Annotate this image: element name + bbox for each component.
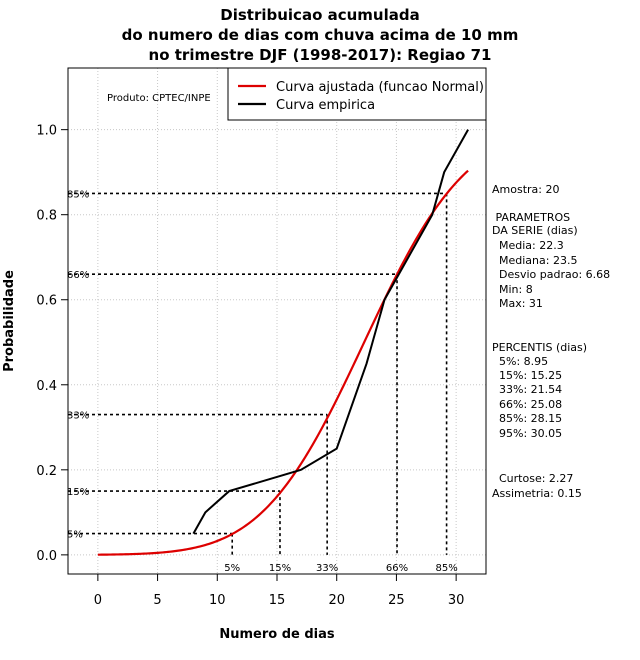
empirical-curve (192, 129, 469, 535)
axis-labels: Numero de dias Probabilidade Produto: CPTE… (2, 93, 335, 642)
stat-sample: Amostra: 20 (492, 183, 560, 196)
stat-p85: 85%: 28.15 (492, 412, 563, 425)
stat-p95: 95%: 30.05 (492, 427, 563, 440)
x-tick-label: 15 (269, 593, 286, 608)
percentile-label-x: 85% (435, 563, 457, 574)
stat-params-header-1: PARAMETROS (492, 211, 571, 224)
stat-mediana: Mediana: 23.5 (492, 254, 578, 267)
percentile-label-y: 5% (67, 530, 83, 541)
x-tick-label: 5 (153, 593, 161, 608)
y-axis-title: Probabilidade (2, 270, 17, 372)
stat-assimetria: Assimetria: 0.15 (492, 487, 582, 500)
percentile-guides: 5% 5% 15% 15% 33% 33% 66% 66% 85% 85% (67, 189, 458, 573)
stat-percentis-header: PERCENTIS (dias) (492, 341, 588, 354)
stat-p5: 5%: 8.95 (492, 355, 549, 368)
legend-box (227, 67, 487, 121)
fitted-normal-curve (97, 169, 469, 556)
percentile-label-y: 85% (67, 189, 89, 200)
chart-title-line-3: no trimestre DJF (1998-2017): Regiao 71 (148, 46, 492, 64)
stat-p33: 33%: 21.54 (492, 383, 563, 396)
product-label: Produto: CPTEC/INPE (107, 93, 211, 104)
legend-label: Curva ajustada (funcao Normal) (276, 80, 484, 95)
y-tick-label: 1.0 (36, 124, 57, 139)
stat-curtose: Curtose: 2.27 (492, 472, 574, 485)
x-tick-label: 30 (448, 593, 465, 608)
x-axis-title: Numero de dias (219, 627, 335, 642)
x-tick-label: 0 (94, 593, 102, 608)
legend-label: Curva empirica (276, 98, 375, 113)
y-tick-label: 0.0 (36, 549, 57, 564)
percentile-label-x: 33% (316, 563, 338, 574)
percentile-label-x: 5% (224, 563, 240, 574)
chart-title-line-1: Distribuicao acumulada (220, 6, 420, 24)
percentile-label-y: 15% (67, 487, 89, 498)
curves (97, 129, 469, 556)
y-tick-label: 0.6 (36, 294, 57, 309)
y-tick-label: 0.8 (36, 209, 57, 224)
stat-min: Min: 8 (492, 283, 533, 296)
x-tick-label: 20 (328, 593, 345, 608)
x-tick-label: 10 (209, 593, 226, 608)
percentile-label-y: 66% (67, 270, 89, 281)
stat-max: Max: 31 (492, 297, 543, 310)
stat-p15: 15%: 15.25 (492, 369, 563, 382)
percentile-label-x: 66% (386, 563, 408, 574)
legend: Curva ajustada (funcao Normal) Curva empi… (227, 67, 487, 121)
x-tick-label: 25 (388, 593, 405, 608)
percentile-label-y: 33% (67, 411, 89, 422)
stat-desvio: Desvio padrao: 6.68 (492, 268, 611, 281)
stat-p66: 66%: 25.08 (492, 398, 563, 411)
chart-title-line-2: do numero de dias com chuva acima de 10 … (121, 26, 519, 44)
y-tick-label: 0.2 (36, 464, 57, 479)
stat-params-header-2: DA SERIE (dias) (492, 224, 578, 237)
stat-media: Media: 22.3 (492, 239, 564, 252)
y-tick-label: 0.4 (36, 379, 57, 394)
percentile-label-x: 15% (269, 563, 291, 574)
axes: 0 5 10 15 20 25 30 0.0 0.2 0.4 0.6 0.8 1.0 (36, 67, 487, 608)
